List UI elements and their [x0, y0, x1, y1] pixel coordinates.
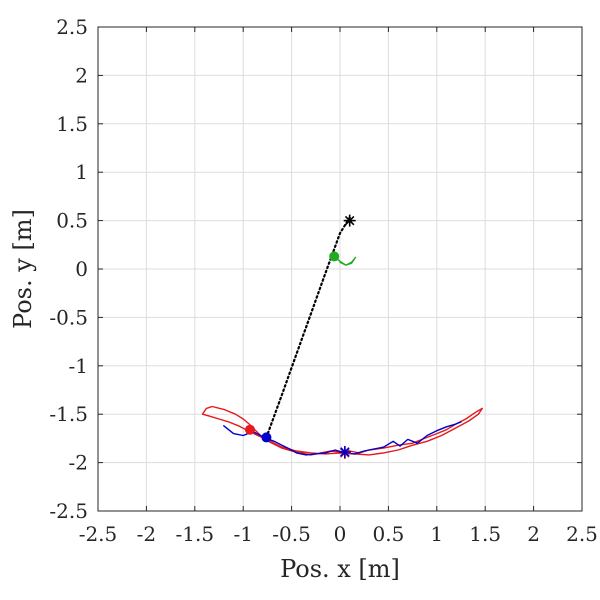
star-stroke — [340, 447, 350, 457]
x-tick-label: -1 — [233, 522, 252, 546]
y-tick-label: 1.5 — [56, 112, 88, 136]
y-tick-label: 0 — [75, 257, 88, 281]
y-tick-label: 2 — [75, 63, 88, 87]
y-tick-label: -1.5 — [49, 402, 88, 426]
black-trajectory-line — [265, 216, 351, 439]
y-tick-label: -2 — [69, 451, 88, 475]
green-trajectory-line — [333, 255, 357, 266]
y-tick-label: 2.5 — [56, 15, 88, 39]
x-tick-label: -0.5 — [272, 522, 311, 546]
star-stroke — [344, 215, 355, 226]
blue-star-marker — [338, 445, 351, 458]
black-star-marker — [343, 214, 356, 227]
x-tick-label: 0.5 — [372, 522, 404, 546]
y-axis-label: Pos. y [m] — [9, 209, 37, 329]
x-tick-label: 2 — [527, 522, 540, 546]
tick-layer: -2.5 -2 -1.5 -1 -0.5 0 0.5 1 1.5 2 2.5 -2.5 -2 -1.5 -1… — [49, 15, 597, 546]
blue-start-marker — [261, 432, 272, 443]
grid-layer — [97, 26, 583, 512]
series-layer — [201, 216, 483, 456]
x-tick-label: -1.5 — [176, 522, 215, 546]
y-tick-label: -1 — [69, 354, 88, 378]
y-tick-label: 0.5 — [56, 209, 88, 233]
x-tick-label: 0 — [334, 522, 347, 546]
marker-layer — [244, 214, 356, 459]
x-tick-label: -2 — [137, 522, 156, 546]
y-tick-label: -2.5 — [49, 499, 88, 523]
x-tick-label: -2.5 — [79, 522, 118, 546]
x-tick-label: 1 — [430, 522, 443, 546]
green-start-marker — [329, 251, 340, 262]
x-axis-label: Pos. x [m] — [280, 555, 400, 583]
x-tick-label: 2.5 — [566, 522, 598, 546]
y-tick-label: 1 — [75, 160, 88, 184]
x-tick-label: 1.5 — [469, 522, 501, 546]
y-tick-label: -0.5 — [49, 305, 88, 329]
red-start-marker — [244, 424, 255, 435]
